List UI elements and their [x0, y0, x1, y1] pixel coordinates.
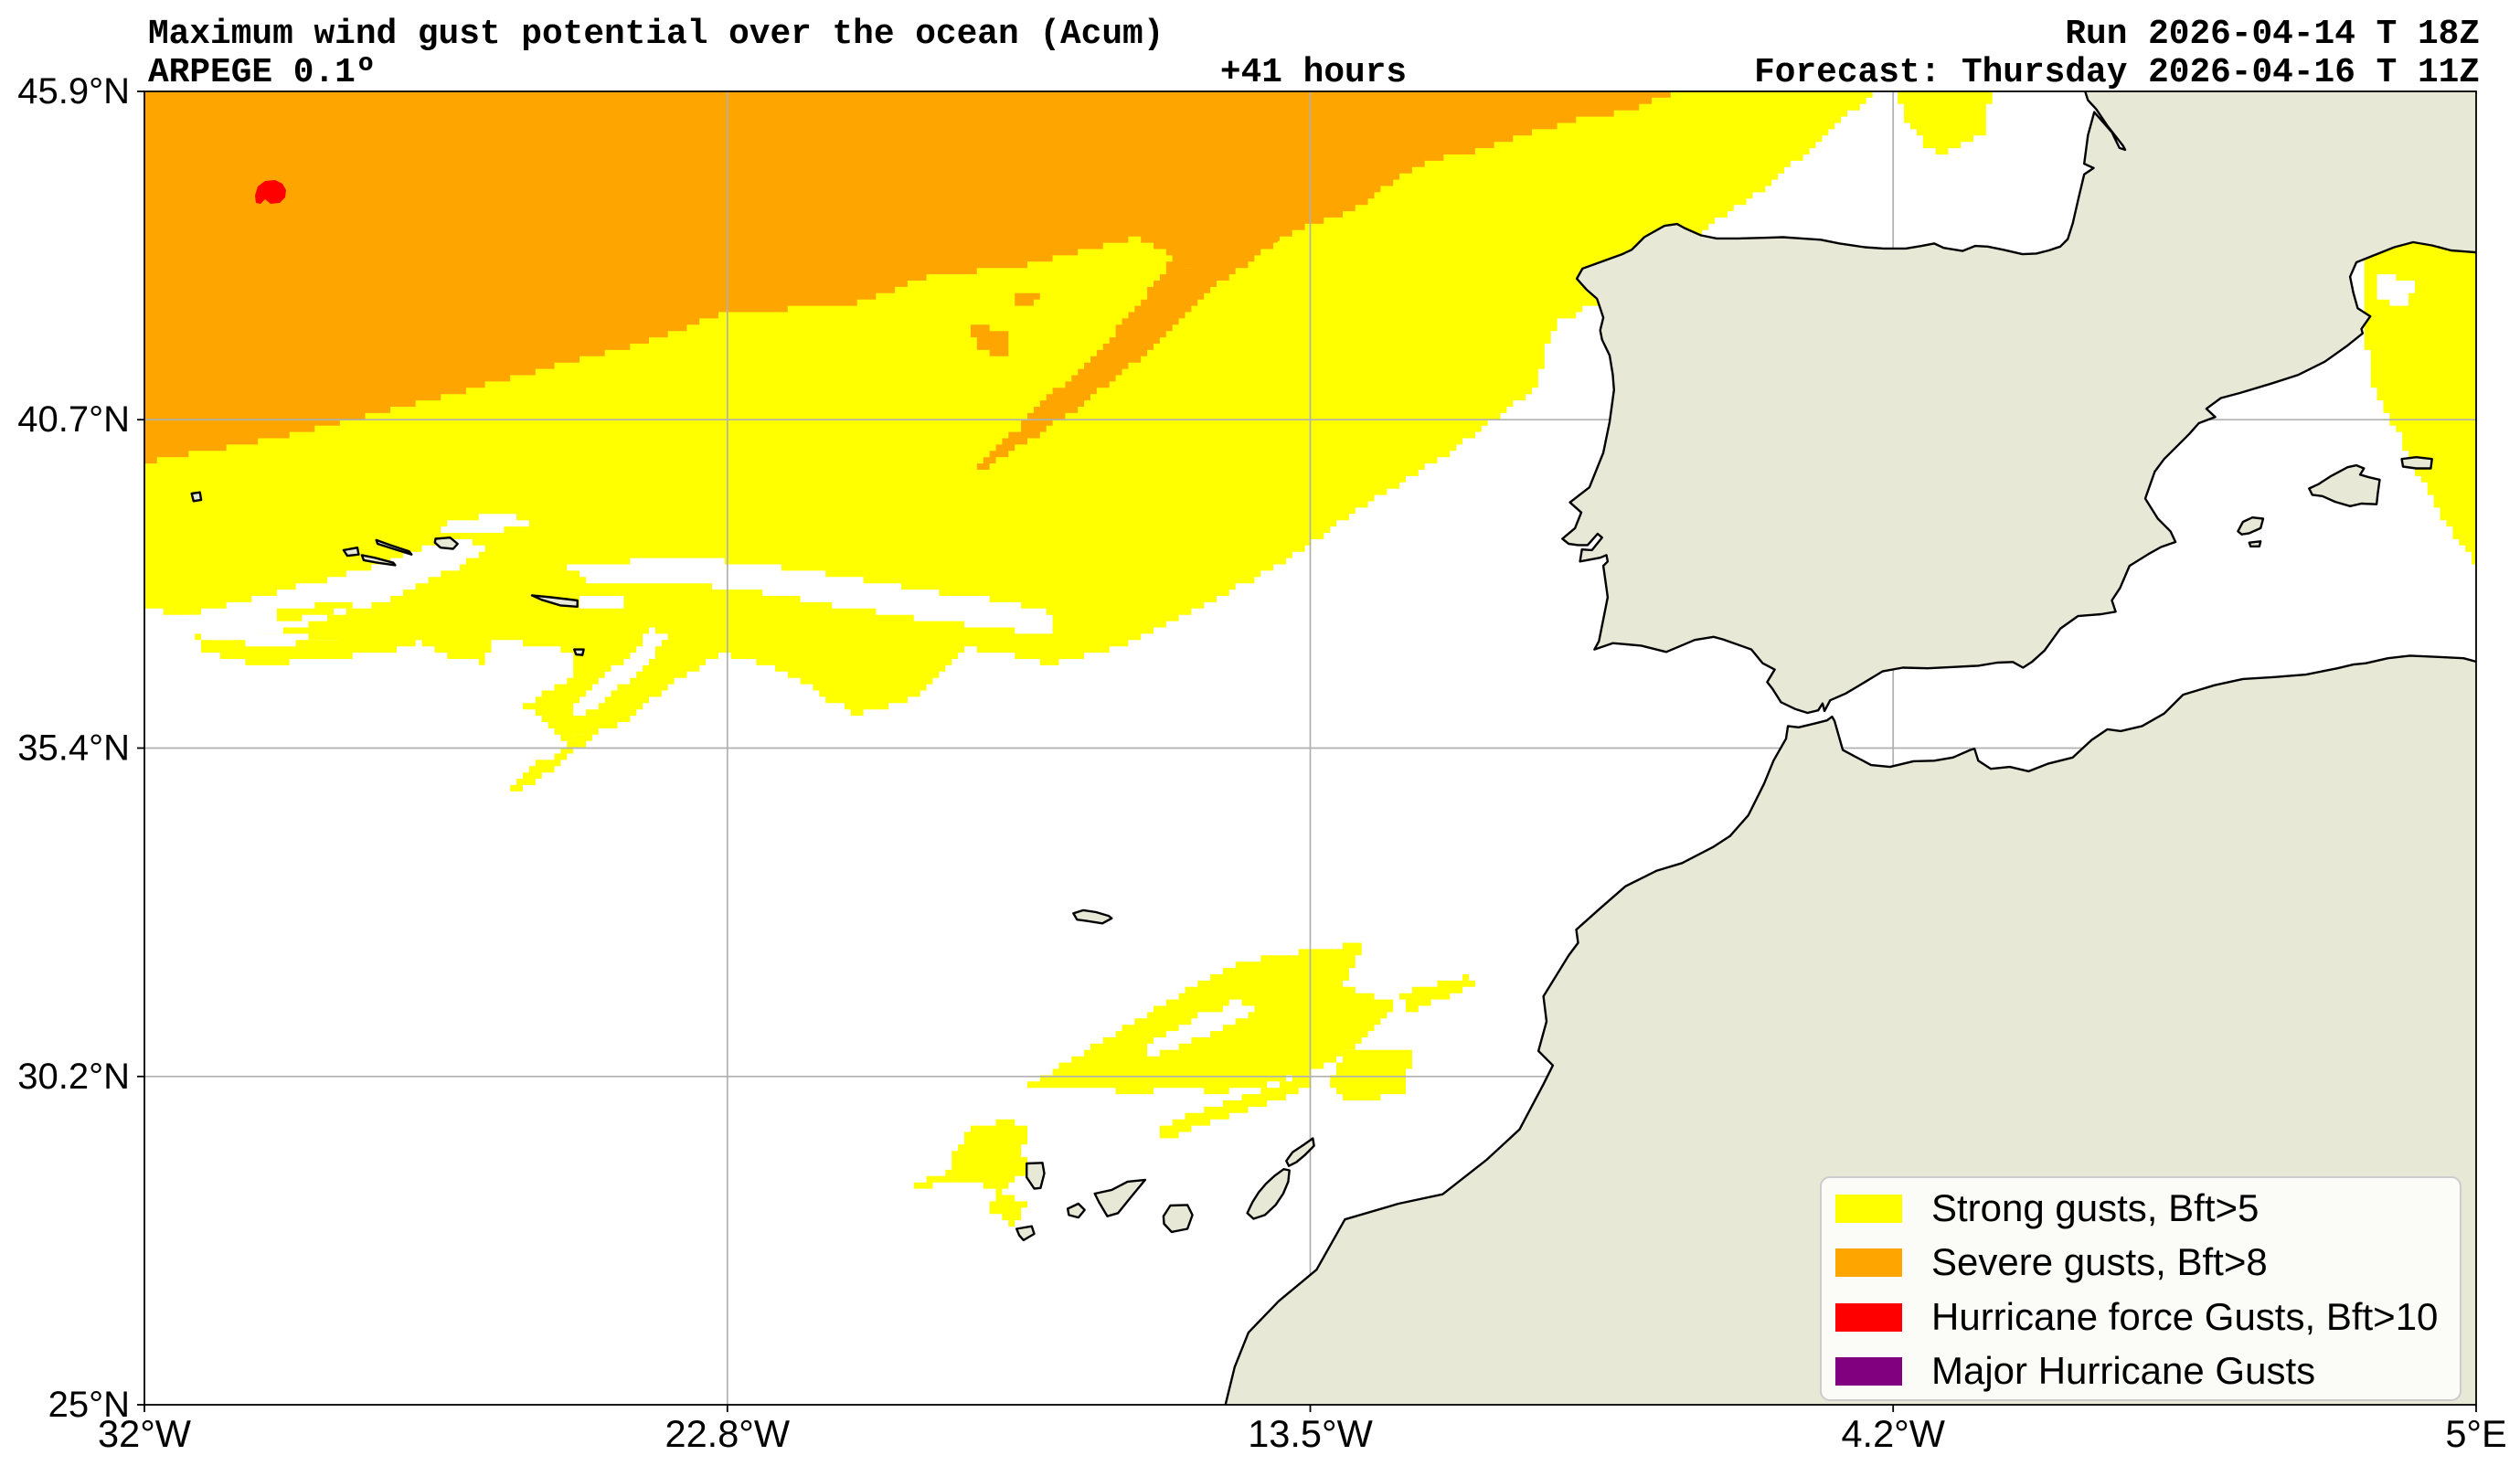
svg-text:ARPEGE 0.1º: ARPEGE 0.1º: [148, 54, 377, 92]
svg-text:4.2°W: 4.2°W: [1841, 1412, 1945, 1455]
svg-text:Maximum wind gust potential ov: Maximum wind gust potential over the oce…: [148, 16, 1164, 54]
svg-text:30.2°N: 30.2°N: [17, 1057, 130, 1097]
svg-text:+41 hours: +41 hours: [1220, 54, 1407, 92]
svg-text:Forecast: Thursday 2026-04-16: Forecast: Thursday 2026-04-16 T 11Z: [1754, 54, 2480, 92]
svg-text:32°W: 32°W: [98, 1412, 192, 1455]
svg-text:Strong gusts, Bft>5: Strong gusts, Bft>5: [1931, 1186, 2259, 1229]
svg-text:Hurricane force Gusts, Bft>10: Hurricane force Gusts, Bft>10: [1931, 1295, 2438, 1338]
svg-text:40.7°N: 40.7°N: [17, 399, 130, 440]
svg-text:22.8°W: 22.8°W: [665, 1412, 791, 1455]
svg-text:45.9°N: 45.9°N: [17, 71, 130, 112]
svg-text:5°E: 5°E: [2445, 1412, 2506, 1455]
svg-text:35.4°N: 35.4°N: [17, 728, 130, 769]
svg-text:Severe gusts, Bft>8: Severe gusts, Bft>8: [1931, 1240, 2268, 1283]
svg-text:13.5°W: 13.5°W: [1248, 1412, 1373, 1455]
svg-text:25°N: 25°N: [48, 1385, 130, 1425]
svg-text:Run 2026-04-14 T 18Z: Run 2026-04-14 T 18Z: [2065, 16, 2480, 54]
svg-text:Major Hurricane Gusts: Major Hurricane Gusts: [1931, 1349, 2315, 1392]
